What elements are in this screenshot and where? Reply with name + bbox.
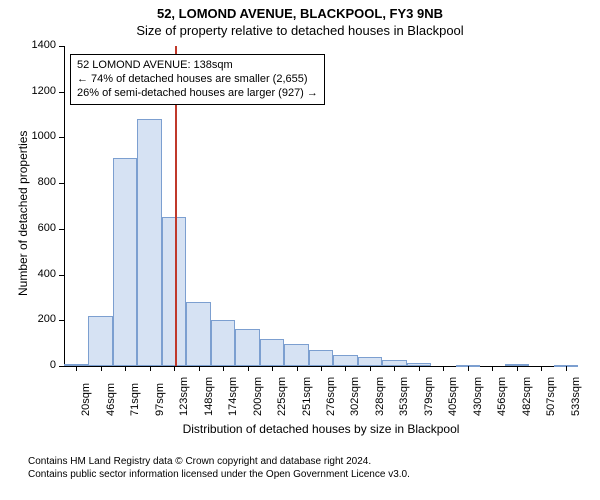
y-tick — [59, 366, 64, 367]
histogram-bar — [113, 158, 137, 366]
x-tick-label: 379sqm — [423, 377, 435, 416]
annotation-box: 52 LOMOND AVENUE: 138sqm← 74% of detache… — [70, 54, 325, 105]
histogram-bar — [309, 350, 333, 366]
y-axis-line — [64, 46, 65, 366]
histogram-bar — [162, 217, 186, 366]
x-tick-label: 20sqm — [80, 383, 92, 416]
x-tick — [492, 366, 493, 371]
histogram-bar — [186, 302, 210, 366]
x-tick — [150, 366, 151, 371]
x-tick — [566, 366, 567, 371]
x-tick-label: 430sqm — [472, 377, 484, 416]
x-tick — [76, 366, 77, 371]
figure-title-line1: 52, LOMOND AVENUE, BLACKPOOL, FY3 9NB — [0, 0, 600, 21]
y-tick — [59, 320, 64, 321]
x-tick-label: 251sqm — [301, 377, 313, 416]
x-tick-label: 225sqm — [276, 377, 288, 416]
x-tick-label: 482sqm — [521, 377, 533, 416]
x-tick-label: 200sqm — [252, 377, 264, 416]
x-tick — [101, 366, 102, 371]
x-tick-label: 97sqm — [154, 383, 166, 416]
y-tick — [59, 183, 64, 184]
y-tick-label: 0 — [0, 359, 56, 371]
x-tick-label: 353sqm — [398, 377, 410, 416]
x-tick — [468, 366, 469, 371]
x-tick — [541, 366, 542, 371]
x-tick — [321, 366, 322, 371]
credits: Contains HM Land Registry data © Crown c… — [28, 456, 410, 481]
y-tick — [59, 229, 64, 230]
x-tick — [125, 366, 126, 371]
credits-line1: Contains HM Land Registry data © Crown c… — [28, 456, 410, 469]
x-tick — [370, 366, 371, 371]
x-tick — [199, 366, 200, 371]
annotation-line: 52 LOMOND AVENUE: 138sqm — [77, 59, 318, 73]
x-tick-label: 456sqm — [496, 377, 508, 416]
x-tick-label: 174sqm — [227, 377, 239, 416]
figure-title-line2: Size of property relative to detached ho… — [0, 21, 600, 38]
y-tick — [59, 92, 64, 93]
x-tick — [394, 366, 395, 371]
y-tick-label: 1400 — [0, 39, 56, 51]
histogram-bar — [235, 329, 259, 366]
annotation-line: ← 74% of detached houses are smaller (2,… — [77, 73, 318, 87]
y-tick — [59, 46, 64, 47]
histogram-bar — [333, 355, 357, 366]
x-tick-label: 276sqm — [325, 377, 337, 416]
y-tick-label: 1200 — [0, 85, 56, 97]
x-tick-label: 148sqm — [203, 377, 215, 416]
histogram-bar — [260, 339, 284, 366]
x-axis-label: Distribution of detached houses by size … — [64, 422, 578, 436]
y-tick-label: 800 — [0, 176, 56, 188]
x-tick-label: 123sqm — [178, 377, 190, 416]
y-tick-label: 400 — [0, 268, 56, 280]
x-tick — [297, 366, 298, 371]
x-tick — [443, 366, 444, 371]
y-tick — [59, 137, 64, 138]
y-tick-label: 600 — [0, 222, 56, 234]
x-tick — [223, 366, 224, 371]
x-tick — [248, 366, 249, 371]
x-tick — [419, 366, 420, 371]
x-tick — [174, 366, 175, 371]
x-tick-label: 302sqm — [349, 377, 361, 416]
histogram-bar — [284, 344, 308, 366]
x-tick-label: 46sqm — [105, 383, 117, 416]
x-tick — [517, 366, 518, 371]
x-tick-label: 71sqm — [129, 383, 141, 416]
credits-line2: Contains public sector information licen… — [28, 469, 410, 482]
figure: { "title": { "line1": "52, LOMOND AVENUE… — [0, 0, 600, 500]
x-tick-label: 533sqm — [570, 377, 582, 416]
histogram-bar — [211, 320, 235, 366]
histogram-bar — [137, 119, 161, 366]
x-tick — [345, 366, 346, 371]
annotation-line: 26% of semi-detached houses are larger (… — [77, 87, 318, 101]
x-tick-label: 328sqm — [374, 377, 386, 416]
x-tick — [272, 366, 273, 371]
y-tick — [59, 275, 64, 276]
y-tick-label: 1000 — [0, 130, 56, 142]
x-tick-label: 405sqm — [447, 377, 459, 416]
y-tick-label: 200 — [0, 313, 56, 325]
histogram-bar — [358, 357, 382, 366]
x-tick-label: 507sqm — [545, 377, 557, 416]
histogram-bar — [88, 316, 112, 366]
